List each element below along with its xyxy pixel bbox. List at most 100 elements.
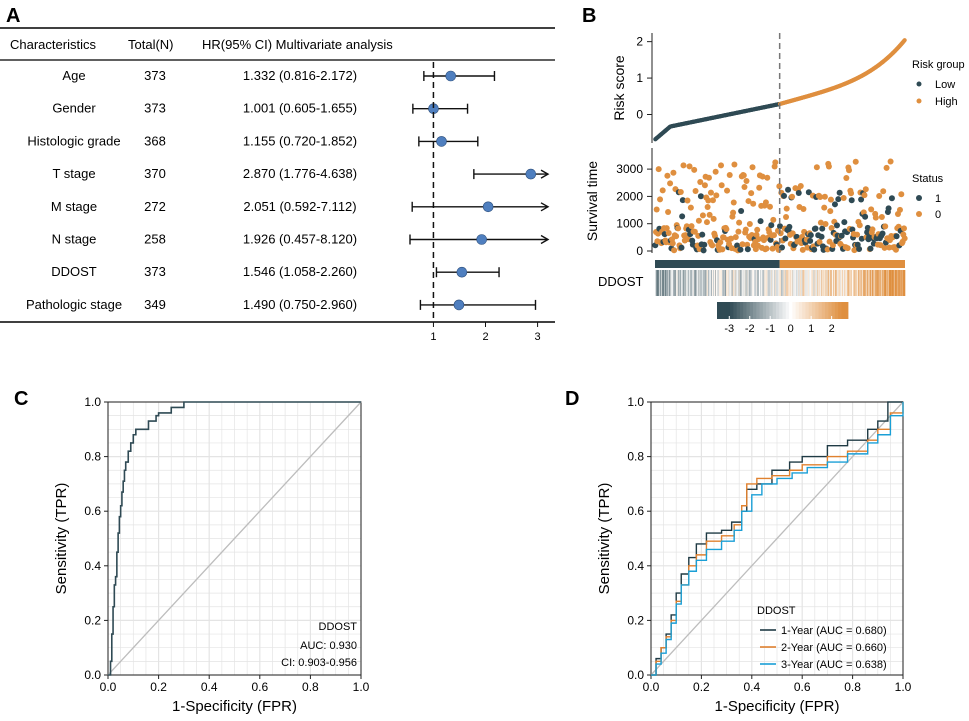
- heatmap-cell: [791, 270, 793, 296]
- survival-point: [768, 222, 775, 229]
- row-total: 373: [144, 68, 166, 83]
- heatmap-cell: [890, 270, 892, 296]
- heatmap-cell: [830, 270, 832, 296]
- survival-point: [726, 172, 733, 179]
- risk-score-plot: 0 1 2 Risk score: [611, 33, 907, 143]
- heatmap-cell: [809, 270, 811, 296]
- survival-point: [762, 199, 769, 206]
- y-tick-label: 0.6: [627, 504, 644, 518]
- heatmap-cell: [882, 270, 884, 296]
- heatmap-cell: [699, 270, 701, 296]
- heatmap-cell: [745, 270, 747, 296]
- heatmap-cell: [840, 270, 842, 296]
- survival-point: [864, 224, 871, 231]
- heatmap-cell: [738, 270, 740, 296]
- heatmap-cell: [823, 270, 825, 296]
- survival-point: [719, 246, 726, 253]
- survival-time-plot: 0 1000 2000 3000 Survival time: [584, 148, 908, 258]
- scale-bar-segment: [782, 302, 787, 319]
- survival-point: [736, 219, 743, 226]
- scale-bar-segment: [733, 302, 738, 319]
- scale-bar-segment: [821, 302, 826, 319]
- heatmap-cell: [854, 270, 856, 296]
- survival-point: [797, 183, 804, 190]
- heatmap-cell: [818, 270, 820, 296]
- row-total: 370: [144, 166, 166, 181]
- heatmap-cell: [893, 270, 895, 296]
- hr-point: [436, 136, 447, 147]
- survival-point: [883, 164, 890, 171]
- survival-point: [835, 196, 842, 203]
- heatmap-cell: [798, 270, 800, 296]
- risk-point: [902, 38, 907, 43]
- heatmap-cell: [857, 270, 859, 296]
- survival-point: [782, 235, 789, 242]
- heatmap-cell: [679, 270, 681, 296]
- survival-point: [697, 178, 704, 185]
- heatmap-cell: [722, 270, 723, 296]
- heatmap-cell: [756, 270, 758, 296]
- heatmap-cell: [839, 270, 841, 296]
- heatmap-cell: [655, 270, 657, 296]
- heatmap-cell: [817, 270, 819, 296]
- heatmap-cell: [778, 270, 780, 296]
- heatmap-cell: [665, 270, 667, 296]
- survival-point: [706, 211, 713, 218]
- heatmap-cell: [722, 270, 724, 296]
- row-label: Gender: [52, 101, 96, 116]
- heatmap-cell: [711, 270, 713, 296]
- heatmap-cell: [797, 270, 799, 296]
- heatmap-cell: [707, 270, 709, 296]
- survival-point: [789, 193, 796, 200]
- survival-point: [867, 245, 874, 252]
- survival-point: [783, 205, 790, 212]
- heatmap-cell: [657, 270, 659, 296]
- heatmap-cell: [676, 270, 678, 296]
- hr-point: [445, 70, 457, 82]
- heatmap-cell: [850, 270, 852, 296]
- survival-point: [876, 192, 883, 199]
- heatmap-cell: [898, 270, 900, 296]
- heatmap-cell: [657, 270, 658, 296]
- heatmap-cell: [718, 270, 720, 296]
- survival-point: [697, 193, 704, 200]
- heatmap-cell: [872, 270, 874, 296]
- heatmap-cell: [691, 270, 693, 296]
- y-tick-label: 0.0: [627, 668, 644, 682]
- survival-point: [671, 247, 678, 254]
- scale-bar-segment: [805, 302, 810, 319]
- x-tick-label: 0.6: [251, 680, 268, 694]
- survival-point: [785, 186, 792, 193]
- survival-point: [813, 164, 820, 171]
- heatmap-cell: [749, 270, 751, 296]
- heatmap-cell: [787, 270, 789, 296]
- heatmap-cell: [841, 270, 843, 296]
- row-total: 272: [144, 199, 166, 214]
- ci-arrow: [540, 169, 550, 179]
- scale-bar-segment: [815, 302, 819, 319]
- heatmap-cell: [759, 270, 761, 296]
- heatmap-cell: [711, 270, 713, 296]
- heatmap-cell: [841, 270, 843, 296]
- group-bar-high: [779, 260, 905, 268]
- survival-point: [680, 162, 687, 169]
- x-tick-label: 0.8: [302, 680, 319, 694]
- survival-point: [892, 246, 899, 253]
- status-legend: Status 1 0: [912, 173, 944, 221]
- legend-ci: CI: 0.903-0.956: [281, 657, 357, 669]
- heatmap-cell: [777, 270, 779, 296]
- heatmap-cell: [762, 270, 764, 296]
- hr-point: [525, 168, 537, 180]
- roc-curve: [108, 401, 361, 676]
- heatmap-cell: [878, 270, 880, 296]
- heatmap-cell: [790, 270, 792, 296]
- heatmap-cell: [786, 270, 788, 296]
- survival-point: [730, 209, 737, 216]
- survival-point: [754, 226, 761, 233]
- heatmap-cell: [884, 270, 886, 296]
- heatmap-cell: [723, 270, 725, 296]
- heatmap-cell: [781, 270, 782, 296]
- scale-bar-segment: [844, 302, 849, 319]
- heatmap-cell: [734, 270, 736, 296]
- heatmap-cell: [750, 270, 752, 296]
